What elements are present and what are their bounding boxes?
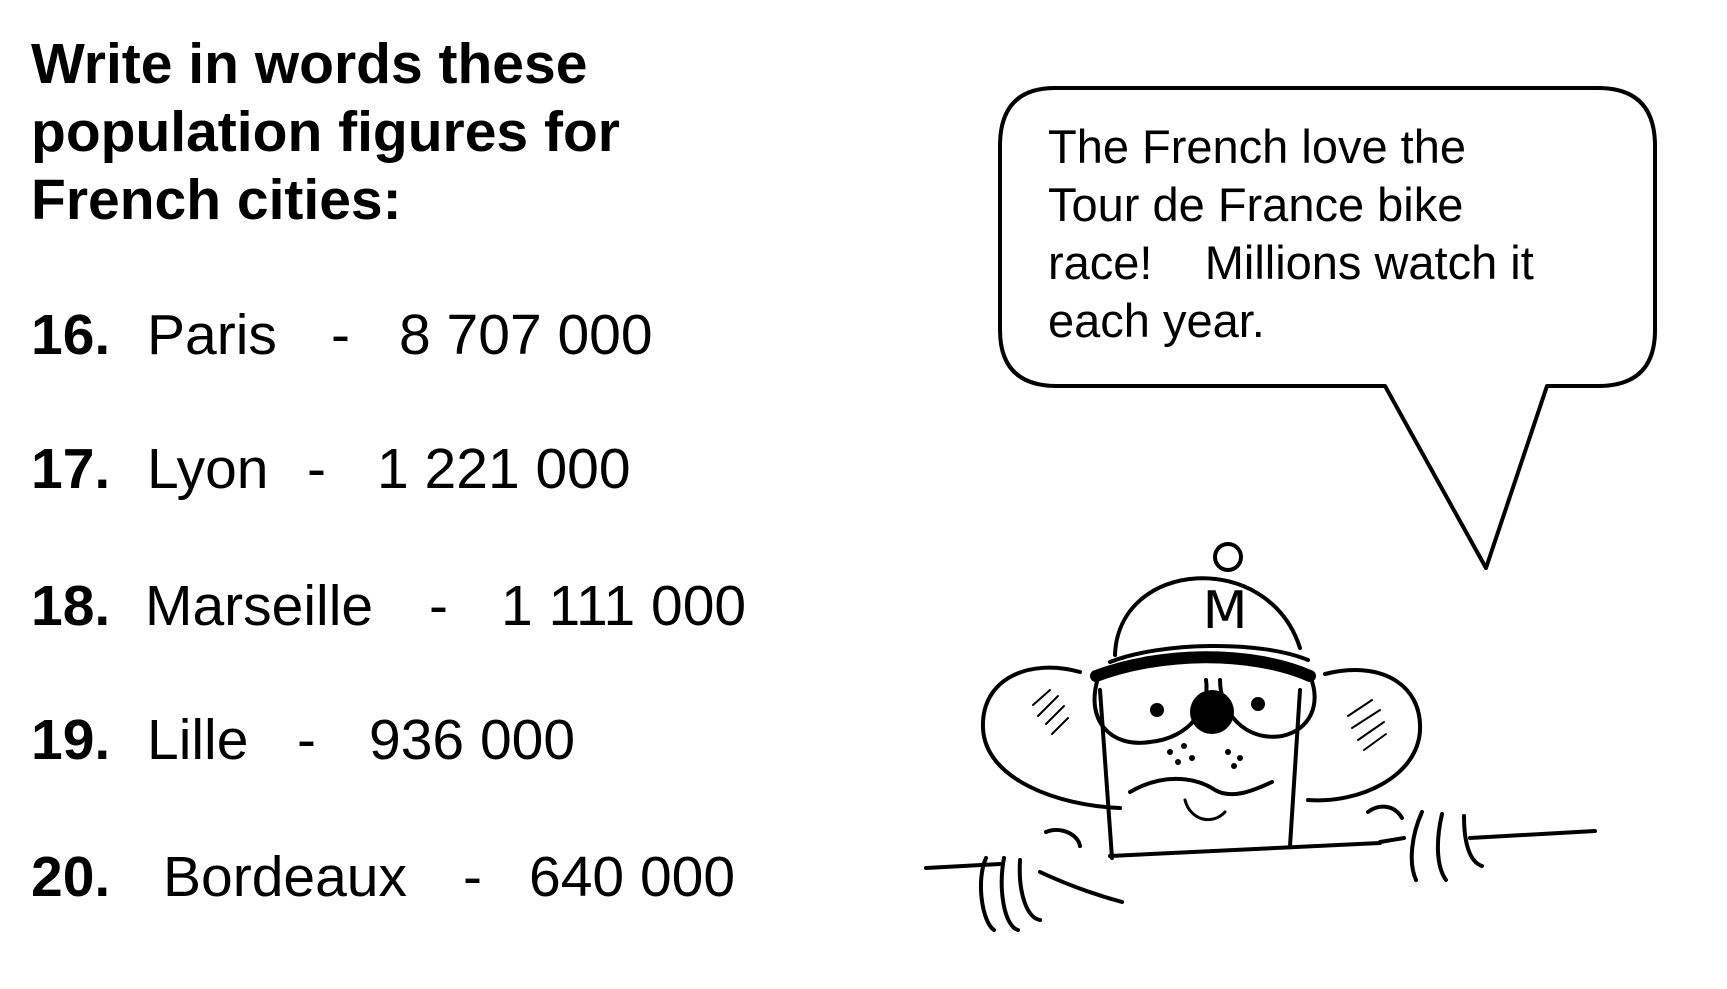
right-ear-lines	[1347, 699, 1387, 751]
heading-line-2: population figures for	[31, 100, 620, 164]
city-name: Marseille	[145, 574, 374, 638]
cap-brim	[1108, 643, 1310, 664]
speech-bubble-outline	[998, 86, 1657, 570]
bubble-line-4: each year.	[1048, 294, 1265, 347]
item-number: 17.	[31, 437, 111, 501]
item-number: 19.	[31, 708, 111, 772]
left-ear-lines	[1032, 689, 1069, 735]
freckles	[1167, 743, 1243, 769]
left-hand	[979, 827, 1124, 932]
population-figure: 8 707 000	[399, 303, 653, 367]
mouse-character	[979, 542, 1484, 932]
cap-button	[1213, 542, 1243, 572]
right-eye	[1251, 697, 1265, 711]
cap-band	[1090, 651, 1316, 682]
city-name: Lyon	[147, 437, 269, 501]
item-number: 16.	[31, 303, 111, 367]
worksheet-heading: Write in words these population figures …	[31, 30, 751, 234]
city-name: Paris	[147, 303, 277, 367]
mouse-nose	[1190, 690, 1234, 734]
population-figure: 1 111 000	[501, 574, 747, 638]
right-ear	[1306, 668, 1423, 803]
chin	[1183, 798, 1227, 822]
item-number: 18.	[31, 574, 111, 638]
speech-bubble-text: The French love the Tour de France bike …	[1048, 118, 1638, 350]
separator-dash: -	[331, 303, 350, 367]
population-figure: 640 000	[529, 845, 736, 909]
city-name: Lille	[147, 708, 249, 772]
heading-line-1: Write in words these	[31, 32, 588, 96]
item-number: 20.	[31, 845, 111, 909]
separator-dash: -	[307, 437, 326, 501]
wall-ledge-line	[924, 829, 1597, 870]
right-hand	[1366, 804, 1484, 882]
separator-dash: -	[463, 845, 482, 909]
separator-dash: -	[297, 708, 316, 772]
left-eye	[1150, 703, 1164, 717]
population-figure: 936 000	[369, 708, 576, 772]
left-ear	[980, 665, 1122, 810]
face-outline	[1098, 688, 1302, 860]
bubble-line-1: The French love the	[1048, 120, 1466, 173]
cap-letter: M	[1202, 581, 1248, 641]
mouth	[1128, 776, 1274, 797]
separator-dash: -	[429, 574, 448, 638]
population-figure: 1 221 000	[377, 437, 631, 501]
cap-dome	[1113, 576, 1302, 657]
heading-line-3: French cities:	[31, 168, 402, 232]
bubble-line-2: Tour de France bike	[1048, 178, 1464, 231]
city-name: Bordeaux	[163, 845, 408, 909]
bubble-line-3: race! Millions watch it	[1048, 236, 1534, 289]
